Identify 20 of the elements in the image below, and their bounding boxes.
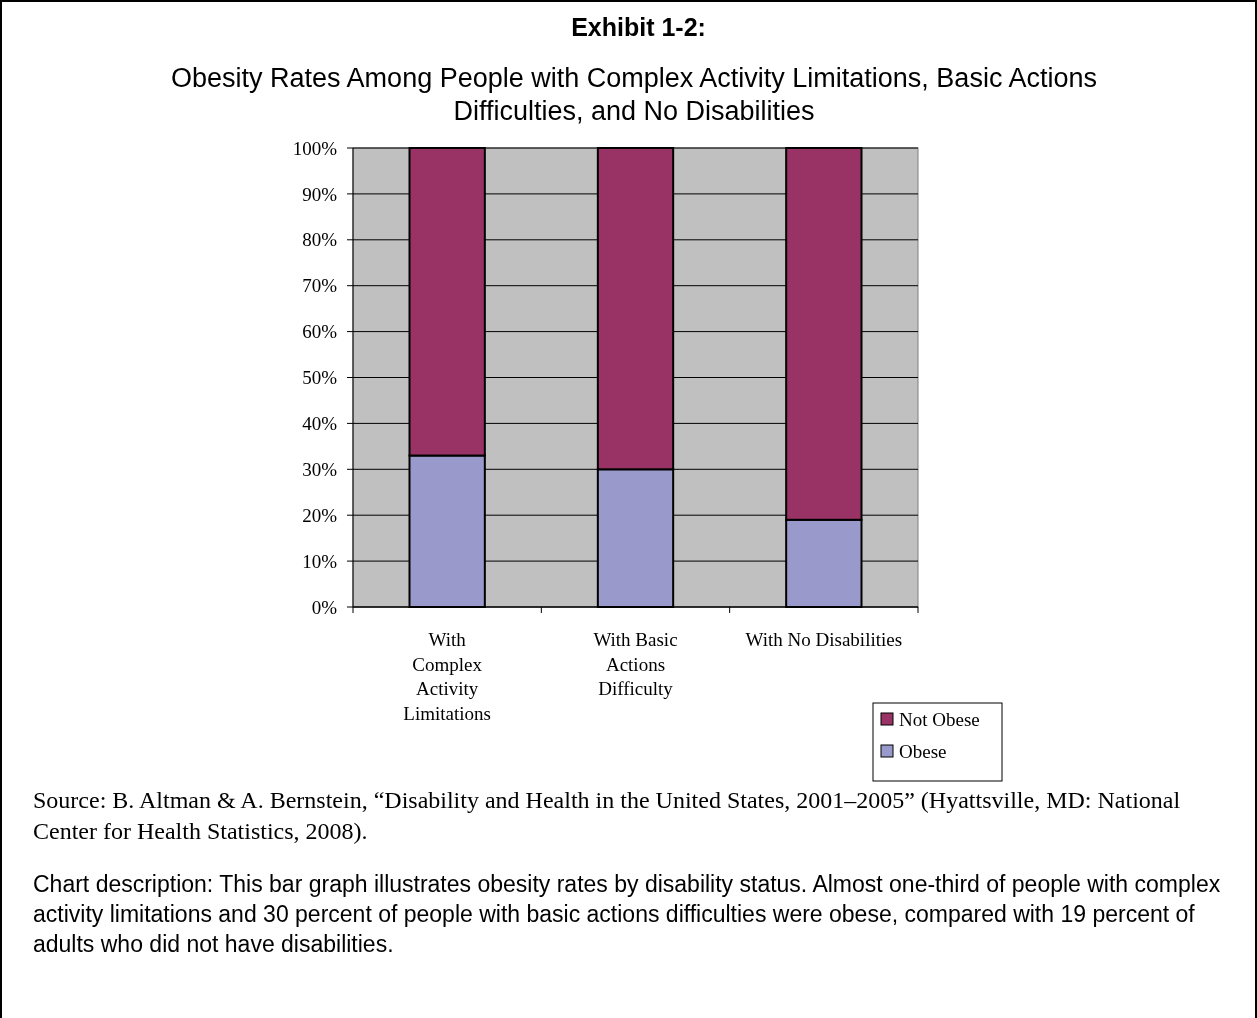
x-tick-label: With Complex Activity Limitations <box>403 629 491 724</box>
y-tick-label: 30% <box>302 458 338 480</box>
y-tick-label: 80% <box>302 229 338 251</box>
legend-label: Not Obese <box>899 708 980 730</box>
y-tick-label: 60% <box>302 321 338 343</box>
y-tick-label: 10% <box>302 550 338 572</box>
y-tick-label: 90% <box>302 183 338 205</box>
x-tick-label: With No Disabilities <box>745 629 903 650</box>
y-tick-label: 100% <box>292 137 338 159</box>
y-tick-label: 20% <box>302 504 338 526</box>
text: Chart description: This bar graph illustrates obesity rates by disability status. Almost one-third of people with complex activity limitations and 30 percent of people with basic actions difficulties were obese, compared with 19 percent of adults who did not have disabilities. <box>33 871 1221 957</box>
x-tick-label: With Basic Actions Difficulty <box>593 629 678 699</box>
y-tick-label: 50% <box>302 367 338 389</box>
chart-title: Exhibit 1-2: <box>571 13 706 41</box>
source-note: Source: B. Altman & A. Bernstein, “Disability and Health in the United States, 2001–2005” (Hyattsville, MD: National Center for Health Statistics, 2008). <box>33 787 1181 844</box>
y-tick-label: 0% <box>311 596 338 618</box>
y-tick-label: 40% <box>302 413 338 435</box>
chart-subtitle: Obesity Rates Among People with Complex Activity Limitations, Basic Actions Difficulties, and No Disabilities <box>171 63 1097 126</box>
legend-label: Obese <box>899 740 947 762</box>
y-tick-label: 70% <box>302 275 338 297</box>
